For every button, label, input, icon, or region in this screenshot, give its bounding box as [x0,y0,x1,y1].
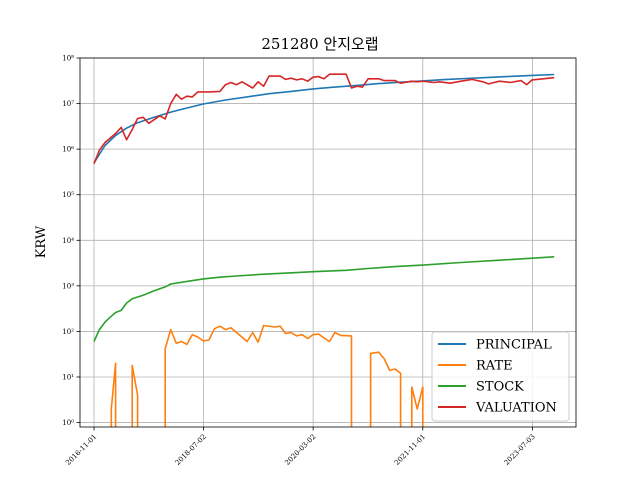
legend-label: STOCK [476,380,524,395]
legend-label: RATE [476,359,513,374]
series-line-rate [410,386,424,427]
y-tick-label: 10⁸ [62,55,74,63]
y-tick-label: 10¹ [62,374,74,382]
legend: PRINCIPAL RATE STOCK VALUATION [431,331,570,422]
y-tick-label: 10³ [62,282,74,290]
y-tick-label: 10⁶ [62,146,74,154]
series-line-rate [369,351,402,427]
y-axis-label: KRW [34,225,49,258]
plot-frame [79,57,577,428]
y-tick-label: 10² [62,328,74,336]
y-tick-label: 10⁰ [62,419,74,427]
series-line-valuation [93,73,555,164]
chart-title: 251280 안지오랩 [261,35,378,53]
series-line-rate [131,364,139,427]
series-line-rate [110,362,117,427]
legend-label: PRINCIPAL [476,338,552,353]
series-layer [93,73,555,427]
series-line-stock [93,256,555,342]
legend-box [431,331,570,422]
y-tick-label: 10⁷ [62,100,74,108]
series-line-rate [164,324,353,427]
y-tick-label: 10⁵ [62,191,74,199]
y-tick-label: 10⁴ [62,237,74,245]
series-line-principal [93,73,555,164]
legend-label: VALUATION [475,401,557,416]
